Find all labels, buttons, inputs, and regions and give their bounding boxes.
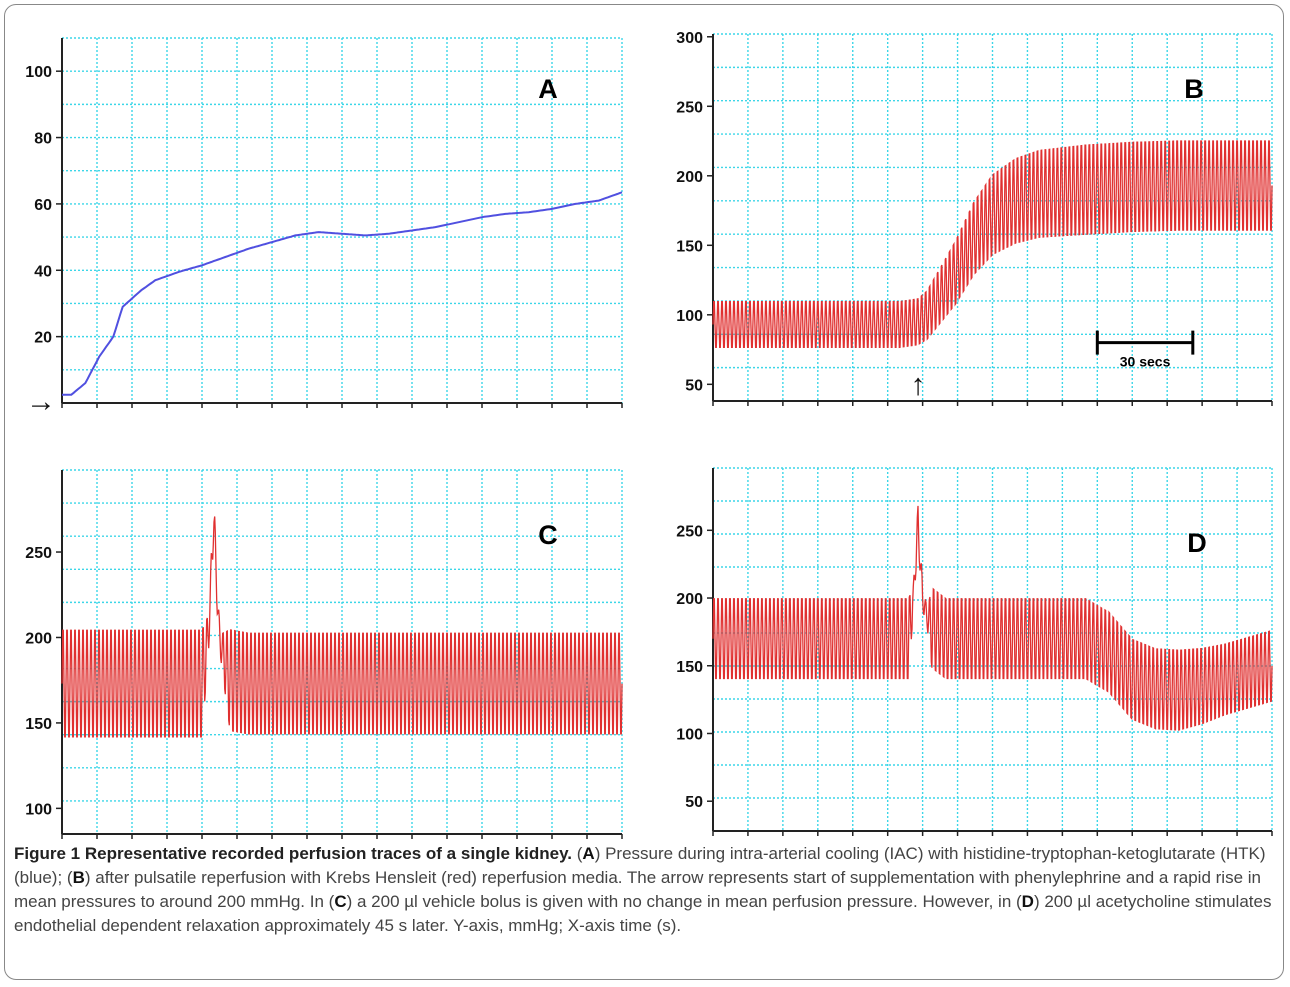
figure-label: Figure 1 Representative recorded perfusi… — [14, 844, 573, 863]
y-tick-label: 250 — [25, 545, 52, 562]
caption-panel-ref: A — [582, 844, 595, 863]
caption-segment: ) after pulsatile reperfusion with Krebs… — [14, 868, 1261, 911]
series-trace — [712, 505, 1273, 731]
y-tick-label: 50 — [685, 794, 703, 811]
y-tick-label: 150 — [676, 659, 703, 676]
panel-a-chart: 20 40 60 80 100 A → — [25, 37, 623, 418]
caption-segment: ) a 200 µl vehicle bolus is given with n… — [346, 892, 1022, 911]
figure-frame — [4, 4, 1284, 980]
caption-panel-ref: D — [1021, 892, 1034, 911]
caption-panel-ref: C — [334, 892, 347, 911]
y-tick-label: 100 — [676, 726, 703, 743]
panel-b-chart: 50 100 150 200 250 300 B ↑ 30 secs — [676, 30, 1273, 406]
caption-text: (A) Pressure during intra-arterial cooli… — [14, 844, 1271, 935]
y-tick-label: 60 — [34, 197, 52, 214]
y-tick-label: 200 — [676, 169, 703, 186]
y-tick-label: 150 — [25, 716, 52, 733]
y-tick-label: 300 — [676, 30, 703, 47]
panel-label: B — [1184, 74, 1204, 104]
scale-bar-label: 30 secs — [1120, 354, 1171, 370]
caption-segment: ) Pressure during intra-arterial cooling… — [14, 844, 1266, 887]
y-tick-label: 80 — [34, 131, 52, 148]
phenylephrine-arrow: ↑ — [910, 368, 925, 401]
y-tick-label: 150 — [676, 238, 703, 255]
start-arrow: → — [26, 385, 56, 418]
caption-segment: ) 200 µl acetycholine stimulates endothe… — [14, 892, 1272, 935]
y-tick-label: 100 — [676, 308, 703, 325]
y-tick-label: 200 — [676, 591, 703, 608]
series-trace — [712, 140, 1273, 349]
figure-caption: Figure 1 Representative recorded perfusi… — [14, 842, 1276, 938]
panel-d-chart: 50 100 150 200 250 D — [676, 467, 1273, 836]
y-tick-label: 50 — [685, 377, 703, 394]
y-tick-label: 250 — [676, 99, 703, 116]
panel-label: D — [1187, 528, 1207, 558]
y-tick-label: 250 — [676, 523, 703, 540]
panel-c-chart: 100 150 200 250 C — [25, 469, 623, 839]
y-tick-label: 200 — [25, 630, 52, 647]
y-tick-label: 20 — [34, 330, 52, 347]
panel-label: C — [538, 520, 558, 550]
caption-segment: ( — [572, 844, 583, 863]
panel-label: A — [538, 74, 558, 104]
series-line — [62, 191, 623, 396]
series-trace — [61, 516, 623, 738]
y-tick-label: 100 — [25, 801, 52, 818]
caption-panel-ref: B — [72, 868, 85, 887]
y-tick-label: 100 — [25, 64, 52, 81]
y-tick-label: 40 — [34, 263, 52, 280]
